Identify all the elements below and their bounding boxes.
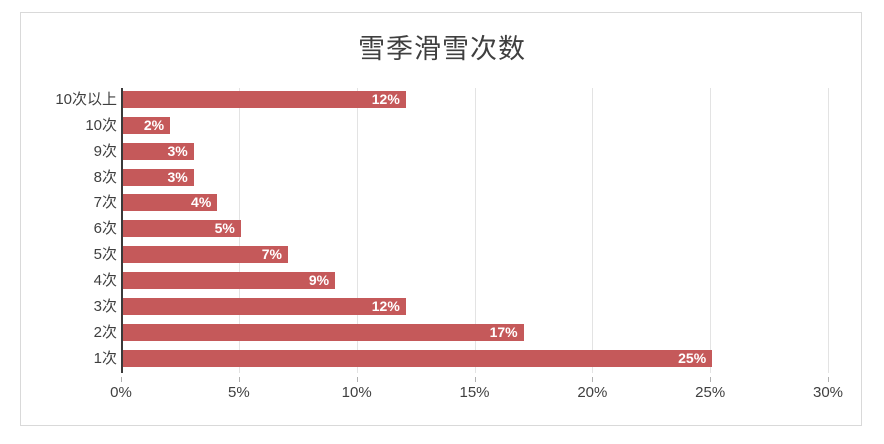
bar-row[interactable]: 17% [123,323,524,341]
y-axis-label: 1次 [93,349,117,367]
bar[interactable] [123,194,218,212]
bar-value-label: 25% [678,349,707,366]
bar-value-label: 9% [308,271,330,288]
gridline-20 [592,88,594,373]
bar-value-label: 5% [214,220,235,237]
bar-row[interactable]: 25% [123,349,713,367]
bar-value-label: 7% [261,246,282,263]
bar[interactable] [123,142,194,160]
x-axis-tick-mark [710,377,712,382]
y-axis-label: 2次 [93,323,117,341]
x-axis-tick-mark [121,377,122,382]
y-axis-label: 3次 [93,297,117,315]
y-axis-label: 10次以上 [55,91,117,108]
x-axis-tick-mark [592,377,594,382]
chart-title: 雪季滑雪次数 [358,34,526,65]
x-axis-tick-label: 30% [812,384,844,401]
bar[interactable] [123,297,406,315]
bar-value-label: 12% [371,297,400,314]
bar-value-label: 3% [167,168,188,185]
bar-value-label: 3% [167,142,188,159]
bar-row[interactable]: 2% [123,116,171,134]
x-axis-tick-labels: 0% 5% 10% 15% 20% 25% 30% [110,377,843,401]
x-axis-tick-mark [238,377,240,382]
bar[interactable] [123,246,288,264]
gridline-15 [474,88,476,373]
y-axis-line [121,88,123,373]
bar-value-label: 4% [191,194,212,211]
bar-row[interactable]: 12% [123,297,406,315]
bar-value-label: 17% [489,323,518,340]
x-axis-tick-label: 0% [110,384,132,401]
bar-value-label: 12% [371,91,400,107]
x-axis-tick-label: 10% [341,384,372,401]
x-axis-tick-mark [474,377,476,382]
x-axis-tick-mark [356,377,358,382]
x-axis-tick-mark [828,377,829,382]
y-axis-label: 7次 [93,194,117,212]
x-axis-tick-label: 15% [459,384,490,401]
y-axis-label: 4次 [93,271,117,289]
x-axis-tick-label: 5% [227,384,250,401]
bar-row[interactable]: 12% [123,91,406,108]
bar[interactable] [123,349,713,367]
x-axis-tick-label: 20% [577,384,608,401]
bar[interactable] [123,323,524,341]
y-axis-label: 5次 [93,246,117,264]
y-axis-label: 9次 [93,142,117,160]
bar-row[interactable]: 4% [123,194,218,212]
bar-row[interactable]: 3% [123,168,194,186]
gridline-30 [828,88,829,373]
bar[interactable] [123,91,406,108]
bar[interactable] [123,116,171,134]
y-axis-label: 6次 [93,220,117,238]
gridline-10 [356,88,358,373]
y-axis-label: 8次 [93,168,117,186]
bar-row[interactable]: 5% [123,220,241,238]
chart-container: 雪季滑雪次数 10次以上 10次 9次 8次 7次 6次 5次 4次 3次 2次 1次 12% 2% 3… [20,12,862,426]
plot-area: 12% 2% 3% 3% 4% 5% 7% 9% 12% 17% 25% [121,88,829,373]
y-axis-label: 10次 [85,116,117,134]
gridline-25 [710,88,712,373]
y-axis-category-labels: 10次以上 10次 9次 8次 7次 6次 5次 4次 3次 2次 1次 [21,88,117,373]
x-axis-tick-label: 25% [695,384,726,401]
bar-row[interactable]: 3% [123,142,194,160]
bar[interactable] [123,220,241,238]
bar-row[interactable]: 7% [123,246,288,264]
bar-row[interactable]: 9% [123,271,336,289]
bar[interactable] [123,168,194,186]
bar[interactable] [123,271,336,289]
bar-value-label: 2% [143,116,165,133]
